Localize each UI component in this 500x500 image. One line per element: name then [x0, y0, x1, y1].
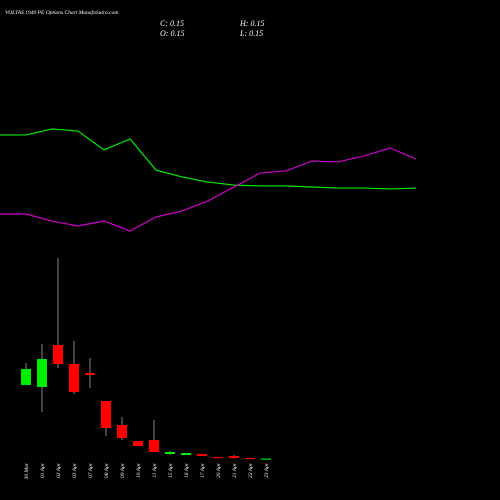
- candle-body: [37, 359, 47, 387]
- candle-body: [197, 454, 207, 456]
- x-tick-label: 30 Mar: [24, 462, 30, 480]
- candle-body: [165, 452, 175, 454]
- x-tick-label: 22 Apr: [248, 462, 254, 478]
- candle-body: [149, 440, 159, 452]
- x-tick-label: 09 Apr: [120, 462, 126, 478]
- candle-body: [117, 425, 127, 438]
- candle-body: [133, 441, 143, 446]
- candle-body: [85, 373, 95, 375]
- candle-body: [229, 456, 239, 458]
- x-tick-label: 01 Apr: [40, 462, 46, 478]
- open-label: O: 0.15: [160, 29, 184, 38]
- candle-body: [53, 345, 63, 364]
- candle-body: [245, 458, 255, 460]
- x-tick-label: 17 Apr: [200, 462, 206, 478]
- x-tick-label: 07 Apr: [88, 462, 94, 478]
- x-tick-label: 20 Apr: [216, 462, 222, 478]
- chart-title: VOLTAS 1940 PE Options Chart MunafaSutra…: [5, 9, 118, 16]
- close-label: C: 0.15: [160, 19, 184, 28]
- x-tick-label: 08 Apr: [104, 462, 110, 478]
- x-tick-label: 23 Apr: [264, 462, 270, 478]
- candle-body: [181, 453, 191, 455]
- x-tick-label: 16 Apr: [184, 462, 190, 478]
- candle-body: [101, 401, 111, 428]
- indicator-line: [0, 128, 417, 190]
- indicator-line: [0, 147, 417, 232]
- candle-body: [69, 364, 79, 392]
- x-tick-label: 02 Apr: [56, 462, 62, 478]
- high-label: H: 0.15: [239, 19, 264, 28]
- candle-body: [261, 458, 271, 460]
- x-tick-label: 10 Apr: [136, 462, 142, 478]
- x-tick-label: 11 Apr: [152, 462, 158, 477]
- low-label: L: 0.15: [239, 29, 263, 38]
- candle-body: [21, 369, 31, 385]
- x-tick-label: 15 Apr: [168, 462, 174, 478]
- candle-body: [213, 457, 223, 459]
- x-tick-label: 03 Apr: [72, 462, 78, 478]
- x-tick-label: 21 Apr: [232, 462, 238, 478]
